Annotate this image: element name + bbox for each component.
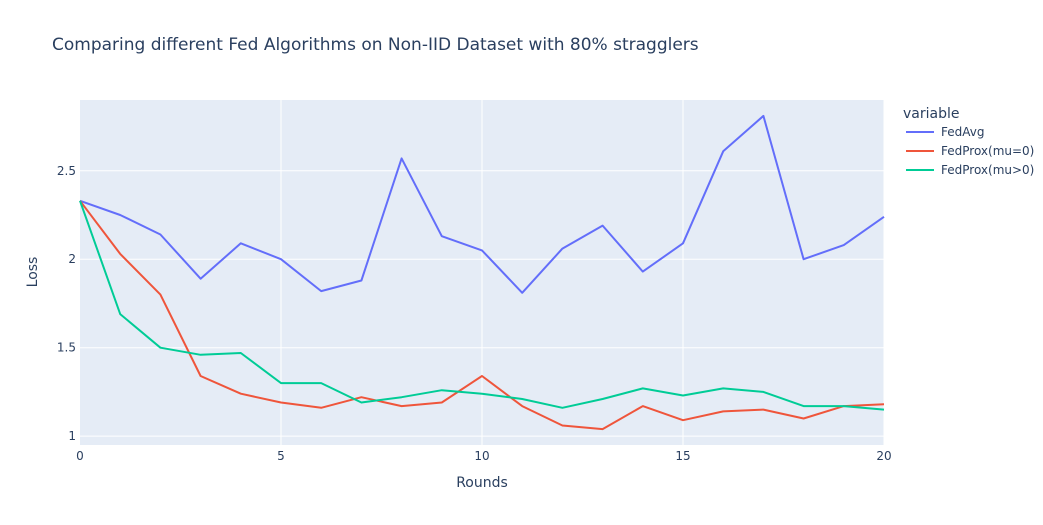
legend-item[interactable]: FedAvg xyxy=(906,125,984,139)
series-line-fedavg[interactable] xyxy=(79,114,885,294)
x-tick-label: 10 xyxy=(474,449,489,463)
legend-label: FedProx(mu>0) xyxy=(941,163,1034,177)
x-axis-title: Rounds xyxy=(456,475,508,491)
x-tick-label: 5 xyxy=(277,449,285,463)
chart-title: Comparing different Fed Algorithms on No… xyxy=(52,35,699,55)
x-tick-label: 0 xyxy=(76,449,84,463)
legend-item[interactable]: FedProx(mu=0) xyxy=(906,144,1034,158)
series-lines xyxy=(79,114,885,431)
series-line-fedprox-mu-0[interactable] xyxy=(79,200,885,431)
legend[interactable]: variable FedAvg FedProx(mu=0) FedProx(mu>0… xyxy=(903,106,1034,177)
y-tick-label: 1.5 xyxy=(57,341,76,355)
axis-ticks: 0 5 10 15 20 1 1.5 2 2.5 xyxy=(57,164,892,463)
x-tick-label: 15 xyxy=(675,449,690,463)
y-tick-label: 2.5 xyxy=(57,164,76,178)
x-tick-label: 20 xyxy=(876,449,891,463)
legend-title: variable xyxy=(903,106,959,122)
legend-label: FedAvg xyxy=(941,125,984,139)
y-tick-label: 1 xyxy=(68,429,76,443)
series-line-fedprox-mu-0[interactable] xyxy=(79,200,885,411)
gridlines xyxy=(80,100,885,445)
y-tick-label: 2 xyxy=(68,252,76,266)
legend-label: FedProx(mu=0) xyxy=(941,144,1034,158)
legend-item[interactable]: FedProx(mu>0) xyxy=(906,163,1034,177)
y-axis-title: Loss xyxy=(25,257,41,288)
